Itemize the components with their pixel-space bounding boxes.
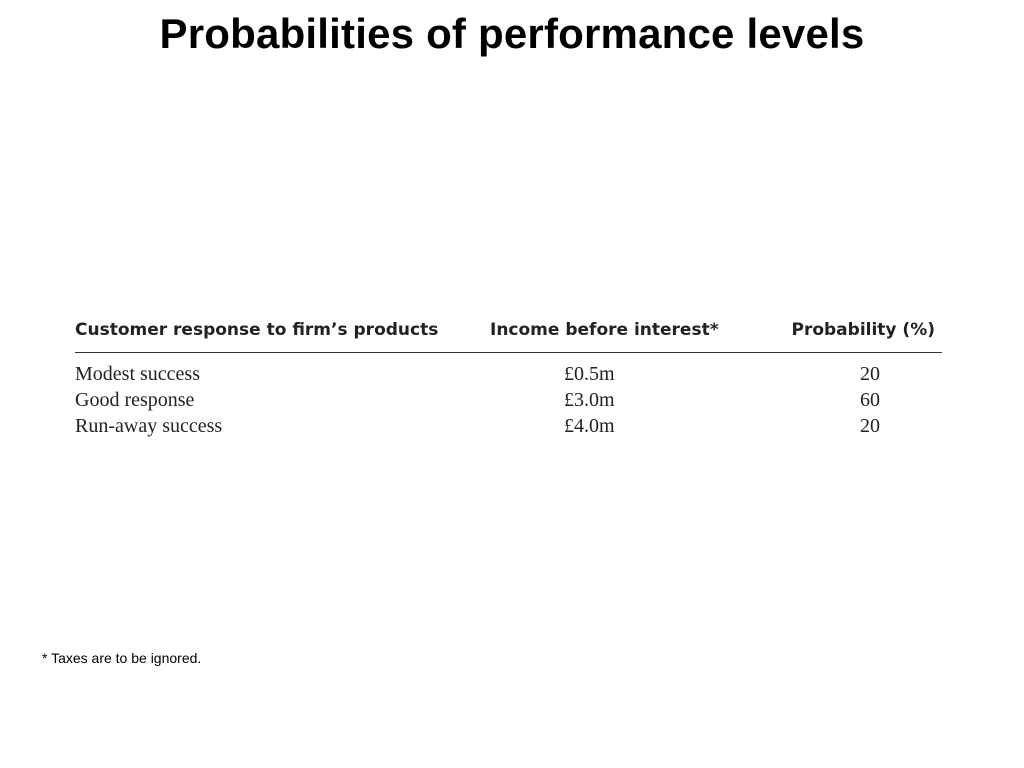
table-row: Run-away success £4.0m 20: [75, 415, 942, 441]
cell-probability: 60: [860, 389, 880, 411]
cell-response: Good response: [75, 389, 195, 411]
cell-response: Run-away success: [75, 415, 223, 437]
performance-table: Customer response to firm’s products Inc…: [75, 316, 942, 441]
cell-probability: 20: [860, 363, 880, 385]
footnote: * Taxes are to be ignored.: [42, 650, 202, 666]
table-row: Modest success £0.5m 20: [75, 363, 942, 389]
cell-income: £0.5m: [564, 363, 615, 385]
table-body: Modest success £0.5m 20 Good response £3…: [75, 353, 942, 441]
table-row: Good response £3.0m 60: [75, 389, 942, 415]
header-income-before-interest: Income before interest*: [490, 320, 719, 340]
page-title: Probabilities of performance levels: [159, 10, 865, 57]
header-customer-response: Customer response to firm’s products: [75, 320, 439, 340]
header-probability: Probability (%): [791, 320, 935, 340]
cell-response: Modest success: [75, 363, 200, 385]
cell-probability: 20: [860, 415, 880, 437]
table-header: Customer response to firm’s products Inc…: [75, 316, 942, 353]
cell-income: £4.0m: [564, 415, 615, 437]
cell-income: £3.0m: [564, 389, 615, 411]
